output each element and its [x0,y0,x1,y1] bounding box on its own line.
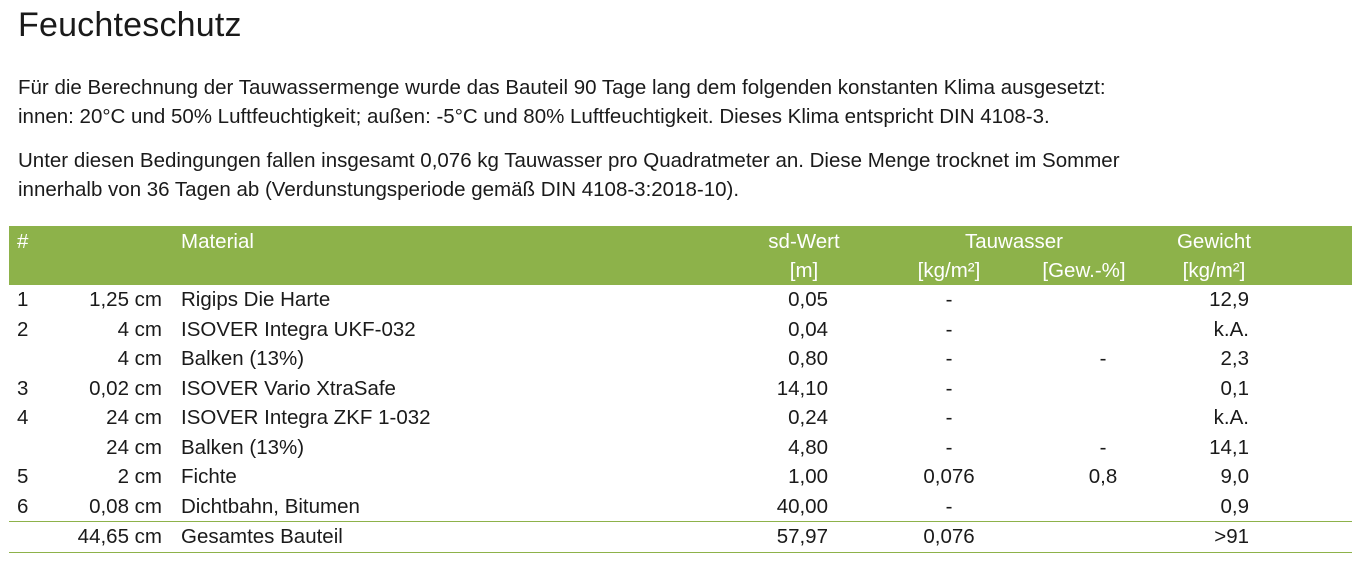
row-weight: 12,9 [1209,288,1249,311]
row-tauwasser-pct: - [1099,347,1107,370]
row-weight: k.A. [1213,317,1249,341]
row-material: Balken (13%) [181,435,305,459]
table-row: 24 cm Balken (13%) 4,80 - - 14,1 [9,433,1352,463]
moisture-table: # Material sd-Wert [m] Tauwasser [kg/m²]… [9,226,1352,553]
header-sd-unit: [m] [789,259,819,282]
row-tauwasser-kg: - [945,288,953,311]
table-total-row: 44,65 cm Gesamtes Bauteil 57,97 0,076 >9… [9,521,1352,553]
row-sd: 0,05 [788,288,828,311]
row-tauwasser-pct: 0,8 [1088,465,1118,488]
row-tauwasser-kg: - [945,494,953,518]
condensation-summary-line-1: Unter diesen Bedingungen fallen insgesam… [18,149,1120,172]
row-weight: 9,0 [1220,465,1250,488]
header-tauwasser: Tauwasser [965,230,1063,253]
header-gewicht-unit: [kg/m²] [1182,259,1246,282]
row-thickness: 0,08 cm [89,494,162,518]
header-num: # [17,230,29,253]
row-thickness: 1,25 cm [89,288,162,311]
row-num: 1 [17,288,29,311]
header-sd: sd-Wert [768,230,840,253]
row-sd: 4,80 [788,435,828,459]
table-row: 6 0,08 cm Dichtbahn, Bitumen 40,00 - 0,9 [9,492,1352,522]
row-sd: 14,10 [776,376,828,400]
row-weight: 2,3 [1220,347,1250,370]
total-tauwasser-kg: 0,076 [923,525,975,548]
row-material: ISOVER Integra ZKF 1-032 [181,406,431,429]
row-material: ISOVER Vario XtraSafe [181,376,396,400]
row-material: Balken (13%) [181,347,305,370]
row-tauwasser-kg: - [945,347,953,370]
row-sd: 40,00 [776,494,828,518]
row-tauwasser-kg: 0,076 [923,465,975,488]
page-title: Feuchteschutz [18,6,242,44]
row-num: 2 [17,317,29,341]
row-sd: 1,00 [788,465,828,488]
climate-description: Für die Berechnung der Tauwassermenge wu… [18,73,1106,131]
row-thickness: 4 cm [117,347,162,370]
climate-description-line-2: innen: 20°C und 50% Luftfeuchtigkeit; au… [18,105,1050,128]
table-row: 5 2 cm Fichte 1,00 0,076 0,8 9,0 [9,462,1352,492]
row-weight: k.A. [1213,406,1249,429]
row-thickness: 2 cm [117,465,162,488]
row-sd: 0,80 [788,347,828,370]
total-weight: >91 [1214,525,1249,548]
header-material: Material [181,230,254,253]
row-num: 3 [17,376,29,400]
row-tauwasser-kg: - [945,435,953,459]
table-header: # Material sd-Wert [m] Tauwasser [kg/m²]… [9,226,1352,285]
row-weight: 0,1 [1220,376,1250,400]
total-sd: 57,97 [776,525,828,548]
row-material: ISOVER Integra UKF-032 [181,317,416,341]
row-num: 5 [17,465,29,488]
row-material: Rigips Die Harte [181,288,331,311]
row-tauwasser-pct: - [1099,435,1107,459]
table-row: 2 4 cm ISOVER Integra UKF-032 0,04 - k.A. [9,315,1352,345]
header-tauwasser-pct: [Gew.-%] [1042,259,1126,282]
climate-description-line-1: Für die Berechnung der Tauwassermenge wu… [18,76,1106,99]
row-weight: 0,9 [1220,494,1250,518]
table-row: 4 cm Balken (13%) 0,80 - - 2,3 [9,344,1352,374]
row-thickness: 4 cm [117,317,162,341]
header-gewicht: Gewicht [1176,230,1252,253]
row-thickness: 24 cm [106,406,162,429]
header-tauwasser-kg: [kg/m²] [917,259,981,282]
table-row: 3 0,02 cm ISOVER Vario XtraSafe 14,10 - 0,1 [9,374,1352,404]
row-num: 6 [17,494,29,518]
row-weight: 14,1 [1209,435,1249,459]
row-tauwasser-kg: - [945,376,953,400]
row-tauwasser-kg: - [945,406,953,429]
table-row: 4 24 cm ISOVER Integra ZKF 1-032 0,24 - k.A. [9,403,1352,433]
total-thickness: 44,65 cm [77,525,162,548]
total-material: Gesamtes Bauteil [181,525,343,548]
row-thickness: 0,02 cm [89,376,162,400]
row-material: Fichte [181,465,237,488]
row-sd: 0,24 [788,406,828,429]
condensation-summary: Unter diesen Bedingungen fallen insgesam… [18,146,1120,204]
row-num: 4 [17,406,29,429]
row-tauwasser-kg: - [945,317,953,341]
row-sd: 0,04 [788,317,828,341]
row-thickness: 24 cm [106,435,162,459]
table-row: 1 1,25 cm Rigips Die Harte 0,05 - 12,9 [9,285,1352,315]
condensation-summary-line-2: innerhalb von 36 Tagen ab (Verdunstungsp… [18,178,740,201]
row-material: Dichtbahn, Bitumen [181,494,360,518]
